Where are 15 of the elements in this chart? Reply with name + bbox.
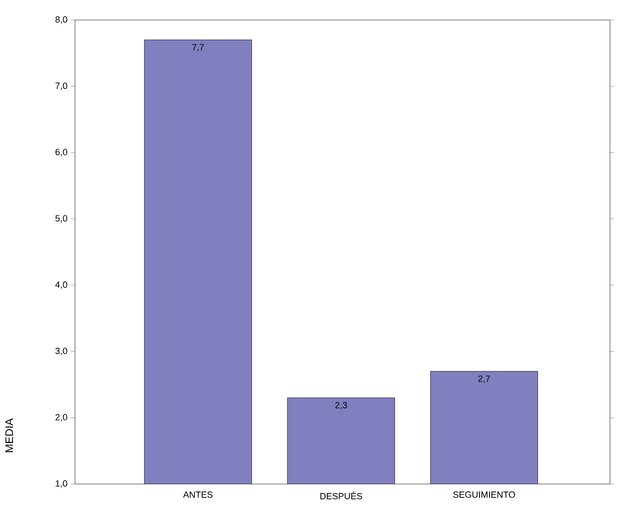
y-tick-label: 4,0 <box>55 281 68 289</box>
x-tick-label: ANTES <box>183 491 213 498</box>
y-tick-label: 8,0 <box>55 16 68 24</box>
x-tick-label: DESPUÉS <box>320 491 362 500</box>
y-tick-label: 7,0 <box>56 82 68 90</box>
data-label: 7,7 <box>192 44 204 52</box>
y-tick-label: 5,0 <box>55 215 68 223</box>
y-tick-label: 6,0 <box>56 148 68 156</box>
y-axis-title: MEDIA <box>5 418 13 452</box>
y-tick-label: 2,0 <box>56 414 68 422</box>
x-tick-label: SEGUIMIENTO <box>453 491 516 498</box>
y-tick-label: 1,0 <box>56 480 68 488</box>
y-tick-label: 3,0 <box>55 348 68 356</box>
data-label: 2,3 <box>335 402 347 410</box>
data-label: 2,7 <box>478 375 490 383</box>
